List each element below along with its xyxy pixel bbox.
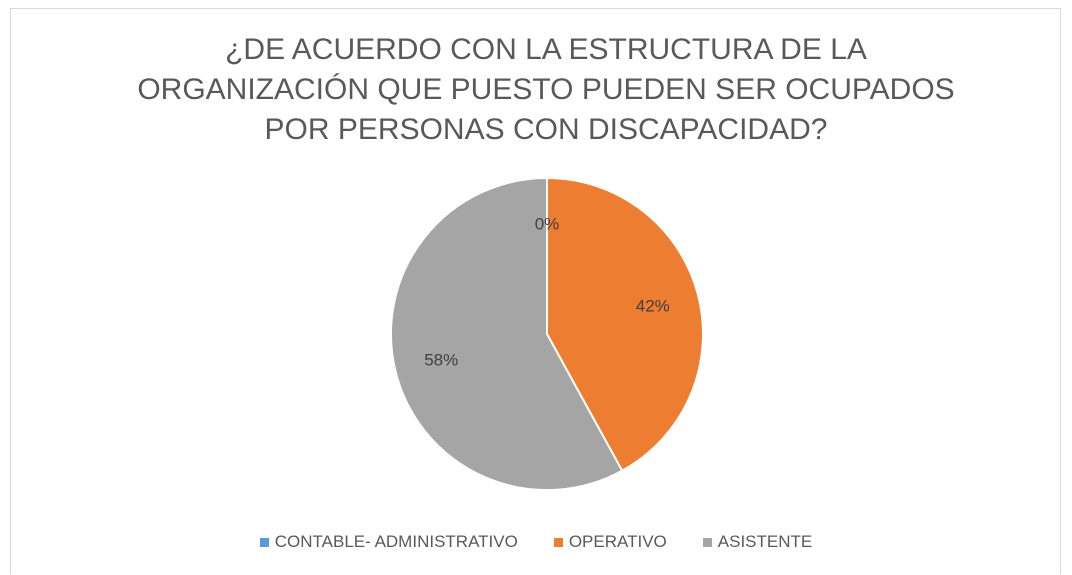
- legend-label: CONTABLE- ADMINISTRATIVO: [274, 532, 518, 551]
- legend-label: OPERATIVO: [568, 532, 667, 551]
- chart-frame: [10, 8, 1061, 574]
- chart-title: ¿DE ACUERDO CON LA ESTRUCTURA DE LA ORGA…: [137, 33, 955, 146]
- legend-item: ASISTENTE: [702, 532, 813, 552]
- pie-slice: [546, 176, 704, 473]
- legend-swatch: [702, 537, 712, 547]
- legend-swatch: [259, 537, 269, 547]
- legend-label: ASISTENTE: [717, 532, 813, 551]
- legend-item: OPERATIVO: [553, 532, 667, 552]
- legend-swatch: [553, 537, 563, 547]
- pie-slice: [390, 176, 624, 491]
- legend: CONTABLE- ADMINISTRATIVO OPERATIVO ASISTEN…: [0, 532, 1072, 552]
- data-label: 58%: [424, 351, 458, 370]
- data-label: 0%: [535, 214, 560, 233]
- legend-item: CONTABLE- ADMINISTRATIVO: [259, 532, 518, 552]
- data-label: 42%: [636, 296, 670, 315]
